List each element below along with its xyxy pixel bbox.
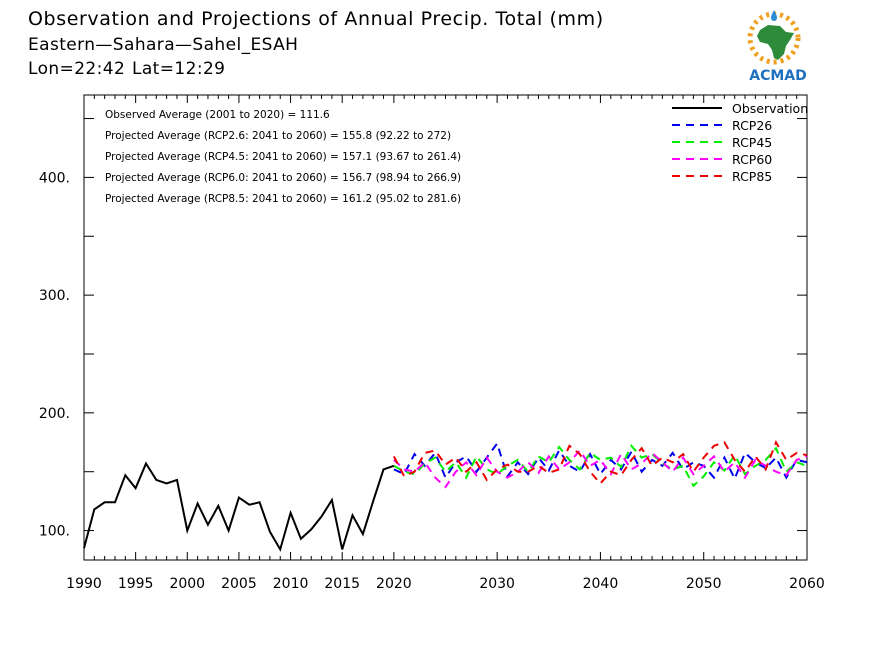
- series-line-observation: [83, 461, 395, 552]
- x-tick-label: 1995: [118, 576, 154, 592]
- y-tick-label: 400.: [39, 170, 70, 186]
- series-layer: [83, 439, 808, 552]
- x-tick-label: 2010: [273, 576, 309, 592]
- x-tick-label: 2050: [686, 576, 722, 592]
- annotation-line: Observed Average (2001 to 2020) = 111.6: [105, 109, 330, 121]
- annotation-line: Projected Average (RCP4.5: 2041 to 2060)…: [105, 151, 461, 163]
- legend: Observation RCP26 RCP45 RCP60 RCP85: [672, 101, 808, 184]
- annotation-line: Projected Average (RCP2.6: 2041 to 2060)…: [105, 130, 451, 142]
- x-tick-label: 2015: [324, 576, 360, 592]
- acmad-logo: ACMAD: [738, 8, 818, 84]
- x-tick-label: 2060: [789, 576, 825, 592]
- africa-sun-logo-icon: ACMAD: [747, 10, 807, 84]
- x-tick-label: 2000: [169, 576, 205, 592]
- legend-label: RCP26: [732, 118, 772, 133]
- logo-text: ACMAD: [749, 68, 807, 84]
- coordinates-label: Lon=22:42 Lat=12:29: [28, 59, 226, 79]
- annotation-line: Projected Average (RCP8.5: 2041 to 2060)…: [105, 193, 461, 205]
- annotation-line: Projected Average (RCP6.0: 2041 to 2060)…: [105, 172, 461, 184]
- water-drop-icon: [771, 10, 777, 21]
- series-line-rcp60: [393, 448, 808, 489]
- x-tick-label: 1990: [66, 576, 102, 592]
- series-line-rcp45: [393, 444, 808, 488]
- x-tick-label: 2040: [583, 576, 619, 592]
- y-tick-label: 200.: [39, 406, 70, 422]
- plot-frame: [83, 94, 808, 561]
- y-tick-label: 300.: [39, 288, 70, 304]
- annotations: Observed Average (2001 to 2020) = 111.6 P…: [105, 109, 461, 205]
- x-tick-label: 2005: [221, 576, 257, 592]
- y-tick-label: 100.: [39, 524, 70, 540]
- x-tick-label: 2030: [479, 576, 515, 592]
- region-label: Eastern—Sahara—Sahel_ESAH: [28, 35, 299, 55]
- series-line-rcp26: [393, 441, 808, 482]
- legend-label: Observation: [732, 101, 808, 116]
- x-tick-label: 2020: [376, 576, 412, 592]
- africa-map-icon: [757, 25, 794, 60]
- plot-border: [83, 94, 808, 561]
- legend-label: RCP60: [732, 152, 772, 167]
- axis-ticks: 1990 1995 2000 2005 2010 2015 2020 2030 2040 2050…: [39, 95, 825, 592]
- legend-label: RCP45: [732, 135, 772, 150]
- chart-title: Observation and Projections of Annual Pr…: [28, 8, 604, 30]
- legend-label: RCP85: [732, 169, 772, 184]
